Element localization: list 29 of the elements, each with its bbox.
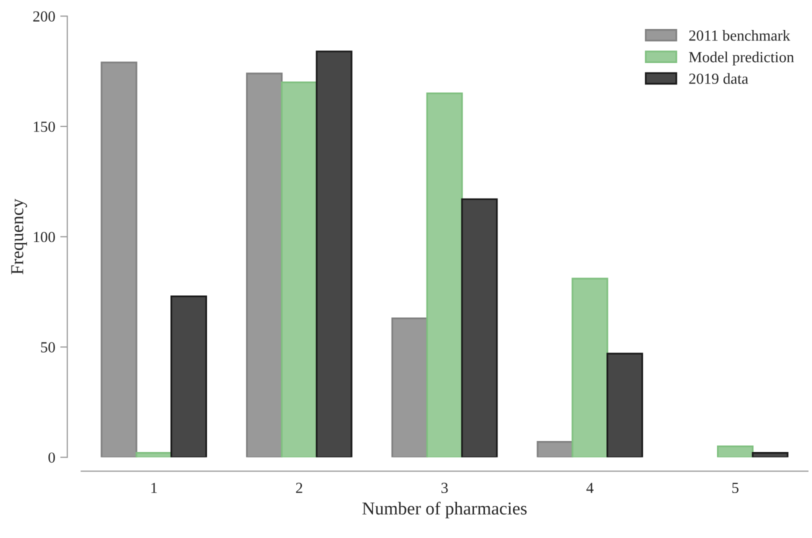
y-tick-label: 200 [33,11,55,22]
x-tick-label: 4 [586,482,594,493]
x-axis-title: Number of pharmacies [362,502,527,518]
y-tick-label: 100 [34,232,55,242]
bar [136,452,172,458]
x-tick-label: 1 [151,482,157,493]
bar [170,295,208,458]
legend-label: Model prediction [688,52,794,66]
bar [606,352,644,458]
bar [752,452,788,458]
bar [536,441,574,458]
x-tick-label: 2 [296,482,302,493]
bar [572,278,608,458]
bar [716,445,754,458]
bar [100,62,138,458]
legend-label: 2019 data [689,73,748,84]
y-tick-label: 0 [48,452,55,463]
y-tick-label: 150 [34,122,55,132]
bar [426,92,463,458]
y-axis-title: Frequency [11,198,28,274]
bar [391,318,428,458]
bar [316,50,352,458]
legend-label: 2011 benchmark [689,30,790,41]
bar [461,198,498,458]
bar [280,81,318,458]
bar [246,72,283,458]
x-tick-label: 3 [441,482,448,494]
y-tick-label: 50 [41,342,55,352]
x-tick-label: 5 [732,482,738,494]
